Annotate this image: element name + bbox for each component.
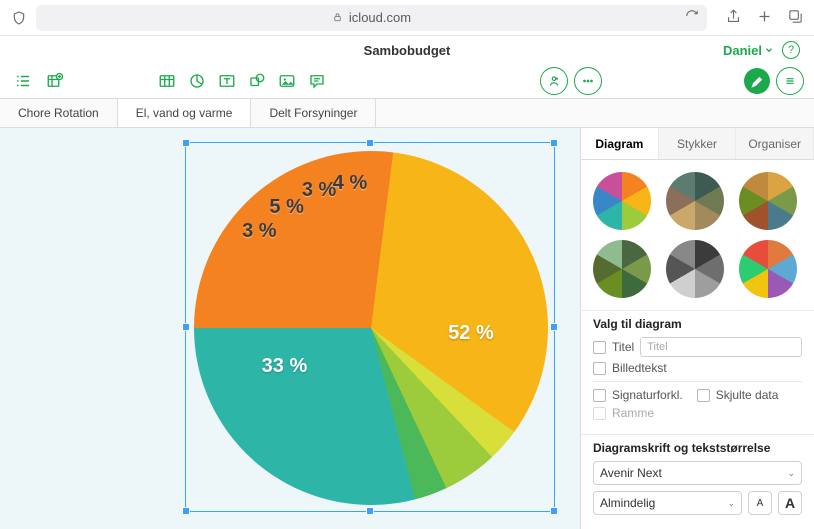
font-family-select[interactable]: Avenir Next⌄: [593, 461, 802, 485]
address-bar[interactable]: icloud.com: [36, 5, 707, 31]
chart-style-thumb[interactable]: [739, 172, 797, 230]
resize-handle[interactable]: [550, 323, 558, 331]
chart-style-thumb[interactable]: [666, 240, 724, 298]
reload-icon[interactable]: [685, 9, 699, 26]
resize-handle[interactable]: [182, 507, 190, 515]
insert-comment-icon[interactable]: [304, 68, 330, 94]
privacy-shield-icon[interactable]: [10, 9, 28, 27]
chart-style-thumb[interactable]: [593, 240, 651, 298]
section-title: Diagramskrift og tekststørrelse: [593, 441, 802, 455]
format-brush-icon[interactable]: [744, 68, 770, 94]
chart-style-thumb[interactable]: [739, 240, 797, 298]
browser-chrome: icloud.com: [0, 0, 814, 36]
user-menu[interactable]: Daniel: [723, 43, 774, 58]
title-input[interactable]: Titel: [640, 337, 802, 357]
new-tab-icon[interactable]: [756, 8, 773, 28]
chart-style-thumbnails: [581, 160, 814, 310]
tab-organiser[interactable]: Organiser: [736, 128, 814, 159]
resize-handle[interactable]: [366, 507, 374, 515]
organize-icon[interactable]: [776, 67, 804, 95]
spreadsheet-canvas[interactable]: 52 %33 %3 %5 %3 %4 %: [0, 128, 580, 529]
tab-diagram[interactable]: Diagram: [581, 128, 659, 159]
document-title: Sambobudget: [364, 43, 451, 58]
font-smaller-button[interactable]: A: [748, 491, 772, 515]
collaborate-icon[interactable]: [540, 67, 568, 95]
add-sheet-icon[interactable]: [42, 68, 68, 94]
sheet-tabs-rest: [376, 99, 814, 127]
sheet-tabs: Chore Rotation El, vand og varme Delt Fo…: [0, 98, 814, 128]
sheet-tab-el[interactable]: El, vand og varme: [118, 99, 252, 127]
resize-handle[interactable]: [550, 507, 558, 515]
frame-checkbox[interactable]: [593, 407, 606, 420]
title-checkbox[interactable]: [593, 341, 606, 354]
document-header: Sambobudget Daniel ?: [0, 36, 814, 64]
sheet-tab-chore[interactable]: Chore Rotation: [0, 99, 118, 127]
toolbar: [0, 64, 814, 98]
pie-slice-label: 33 %: [262, 355, 308, 378]
pie-labels: 52 %33 %3 %5 %3 %4 %: [186, 143, 554, 511]
chart-style-thumb[interactable]: [593, 172, 651, 230]
font-style-select[interactable]: Almindelig⌄: [593, 491, 742, 515]
legend-checkbox-label: Signaturforkl.: [612, 388, 683, 402]
frame-checkbox-label: Ramme: [612, 406, 654, 420]
chevron-down-icon: ⌄: [727, 498, 735, 509]
font-larger-button[interactable]: A: [778, 491, 802, 515]
insert-table-icon[interactable]: [154, 68, 180, 94]
resize-handle[interactable]: [550, 139, 558, 147]
title-checkbox-label: Titel: [612, 340, 634, 354]
chart-style-thumb[interactable]: [666, 172, 724, 230]
caption-checkbox-label: Billedtekst: [612, 361, 667, 375]
pie-slice-label: 4 %: [333, 172, 367, 195]
legend-checkbox[interactable]: [593, 389, 606, 402]
chevron-down-icon: ⌄: [787, 468, 795, 479]
more-icon[interactable]: [574, 67, 602, 95]
chart-font-section: Diagramskrift og tekststørrelse Avenir N…: [581, 434, 814, 525]
tabs-icon[interactable]: [787, 8, 804, 28]
caption-checkbox[interactable]: [593, 362, 606, 375]
insert-text-icon[interactable]: [214, 68, 240, 94]
outline-toggle-icon[interactable]: [10, 68, 36, 94]
inspector-tabs: Diagram Stykker Organiser: [581, 128, 814, 160]
format-inspector: Diagram Stykker Organiser Valg til diagr…: [580, 128, 814, 529]
hidden-data-checkbox[interactable]: [697, 389, 710, 402]
resize-handle[interactable]: [182, 323, 190, 331]
help-icon[interactable]: ?: [782, 41, 800, 59]
sheet-tab-delt[interactable]: Delt Forsyninger: [251, 99, 376, 127]
pie-slice-label: 3 %: [302, 179, 336, 202]
hidden-data-checkbox-label: Skjulte data: [716, 388, 779, 402]
url-text: icloud.com: [349, 10, 411, 25]
share-icon[interactable]: [725, 8, 742, 28]
resize-handle[interactable]: [182, 139, 190, 147]
resize-handle[interactable]: [366, 139, 374, 147]
pie-slice-label: 3 %: [242, 220, 276, 243]
pie-slice-label: 5 %: [269, 196, 303, 219]
insert-shape-icon[interactable]: [244, 68, 270, 94]
chart-selection-box[interactable]: 52 %33 %3 %5 %3 %4 %: [185, 142, 555, 512]
insert-image-icon[interactable]: [274, 68, 300, 94]
pie-slice-label: 52 %: [448, 322, 494, 345]
chart-options-section: Valg til diagram Titel Titel Billedtekst…: [581, 310, 814, 434]
insert-chart-icon[interactable]: [184, 68, 210, 94]
section-title: Valg til diagram: [593, 317, 802, 331]
tab-stykker[interactable]: Stykker: [659, 128, 737, 159]
